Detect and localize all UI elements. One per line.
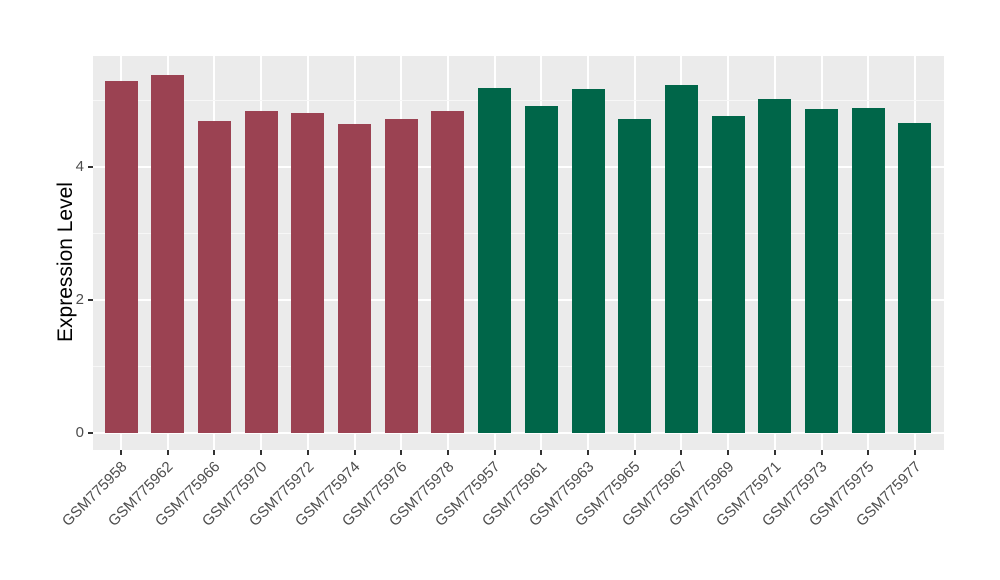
x-tick-mark — [120, 450, 122, 455]
x-tick-mark — [400, 450, 403, 455]
bar-gsm775958 — [104, 80, 138, 433]
gridline-horizontal-minor — [93, 100, 944, 101]
x-tick-mark — [260, 450, 263, 455]
y-tick-label: 0 — [75, 424, 84, 441]
x-tick-mark — [913, 450, 916, 455]
x-tick-mark — [213, 450, 216, 455]
x-tick-mark — [446, 450, 449, 455]
y-tick-mark — [88, 432, 93, 434]
x-tick-mark — [587, 450, 589, 455]
x-tick-mark — [166, 450, 169, 455]
bar-gsm775969 — [711, 115, 745, 433]
bar-gsm775963 — [571, 88, 605, 433]
y-axis-title: Expression Level — [54, 182, 77, 342]
gridline-horizontal-minor — [93, 366, 944, 368]
bar-gsm775965 — [618, 119, 652, 433]
bar-gsm775957 — [478, 88, 512, 433]
x-tick-mark — [353, 450, 356, 455]
bar-gsm775973 — [805, 109, 838, 433]
gridline-horizontal-major — [93, 298, 944, 301]
x-tick-mark — [820, 450, 823, 455]
bar-gsm775961 — [524, 105, 558, 433]
y-tick-label: 2 — [75, 290, 84, 308]
gridline-horizontal-major — [93, 432, 944, 434]
bar-gsm775966 — [197, 121, 231, 433]
bar-gsm775962 — [151, 74, 185, 433]
x-tick-mark — [867, 450, 870, 455]
x-tick-mark — [306, 450, 309, 455]
bar-gsm775977 — [898, 122, 932, 433]
bar-gsm775971 — [758, 98, 792, 433]
bar-gsm775967 — [664, 84, 698, 433]
plot-panel — [93, 56, 944, 450]
y-tick-label: 4 — [75, 157, 84, 175]
x-tick-mark — [773, 450, 776, 455]
x-tick-mark — [680, 450, 683, 455]
x-tick-mark — [493, 450, 496, 455]
y-tick-mark — [88, 298, 93, 301]
bar-gsm775978 — [431, 110, 465, 433]
x-tick-mark — [540, 450, 543, 455]
gridline-horizontal-major — [93, 165, 944, 168]
x-tick-mark — [727, 450, 730, 455]
bar-gsm775972 — [291, 113, 325, 433]
bar-gsm775975 — [851, 107, 885, 433]
bar-gsm775974 — [338, 123, 371, 433]
y-tick-mark — [88, 165, 93, 168]
x-tick-mark — [633, 450, 636, 455]
gridline-horizontal-minor — [93, 233, 944, 235]
bar-gsm775976 — [384, 119, 418, 433]
bar-gsm775970 — [244, 110, 278, 433]
